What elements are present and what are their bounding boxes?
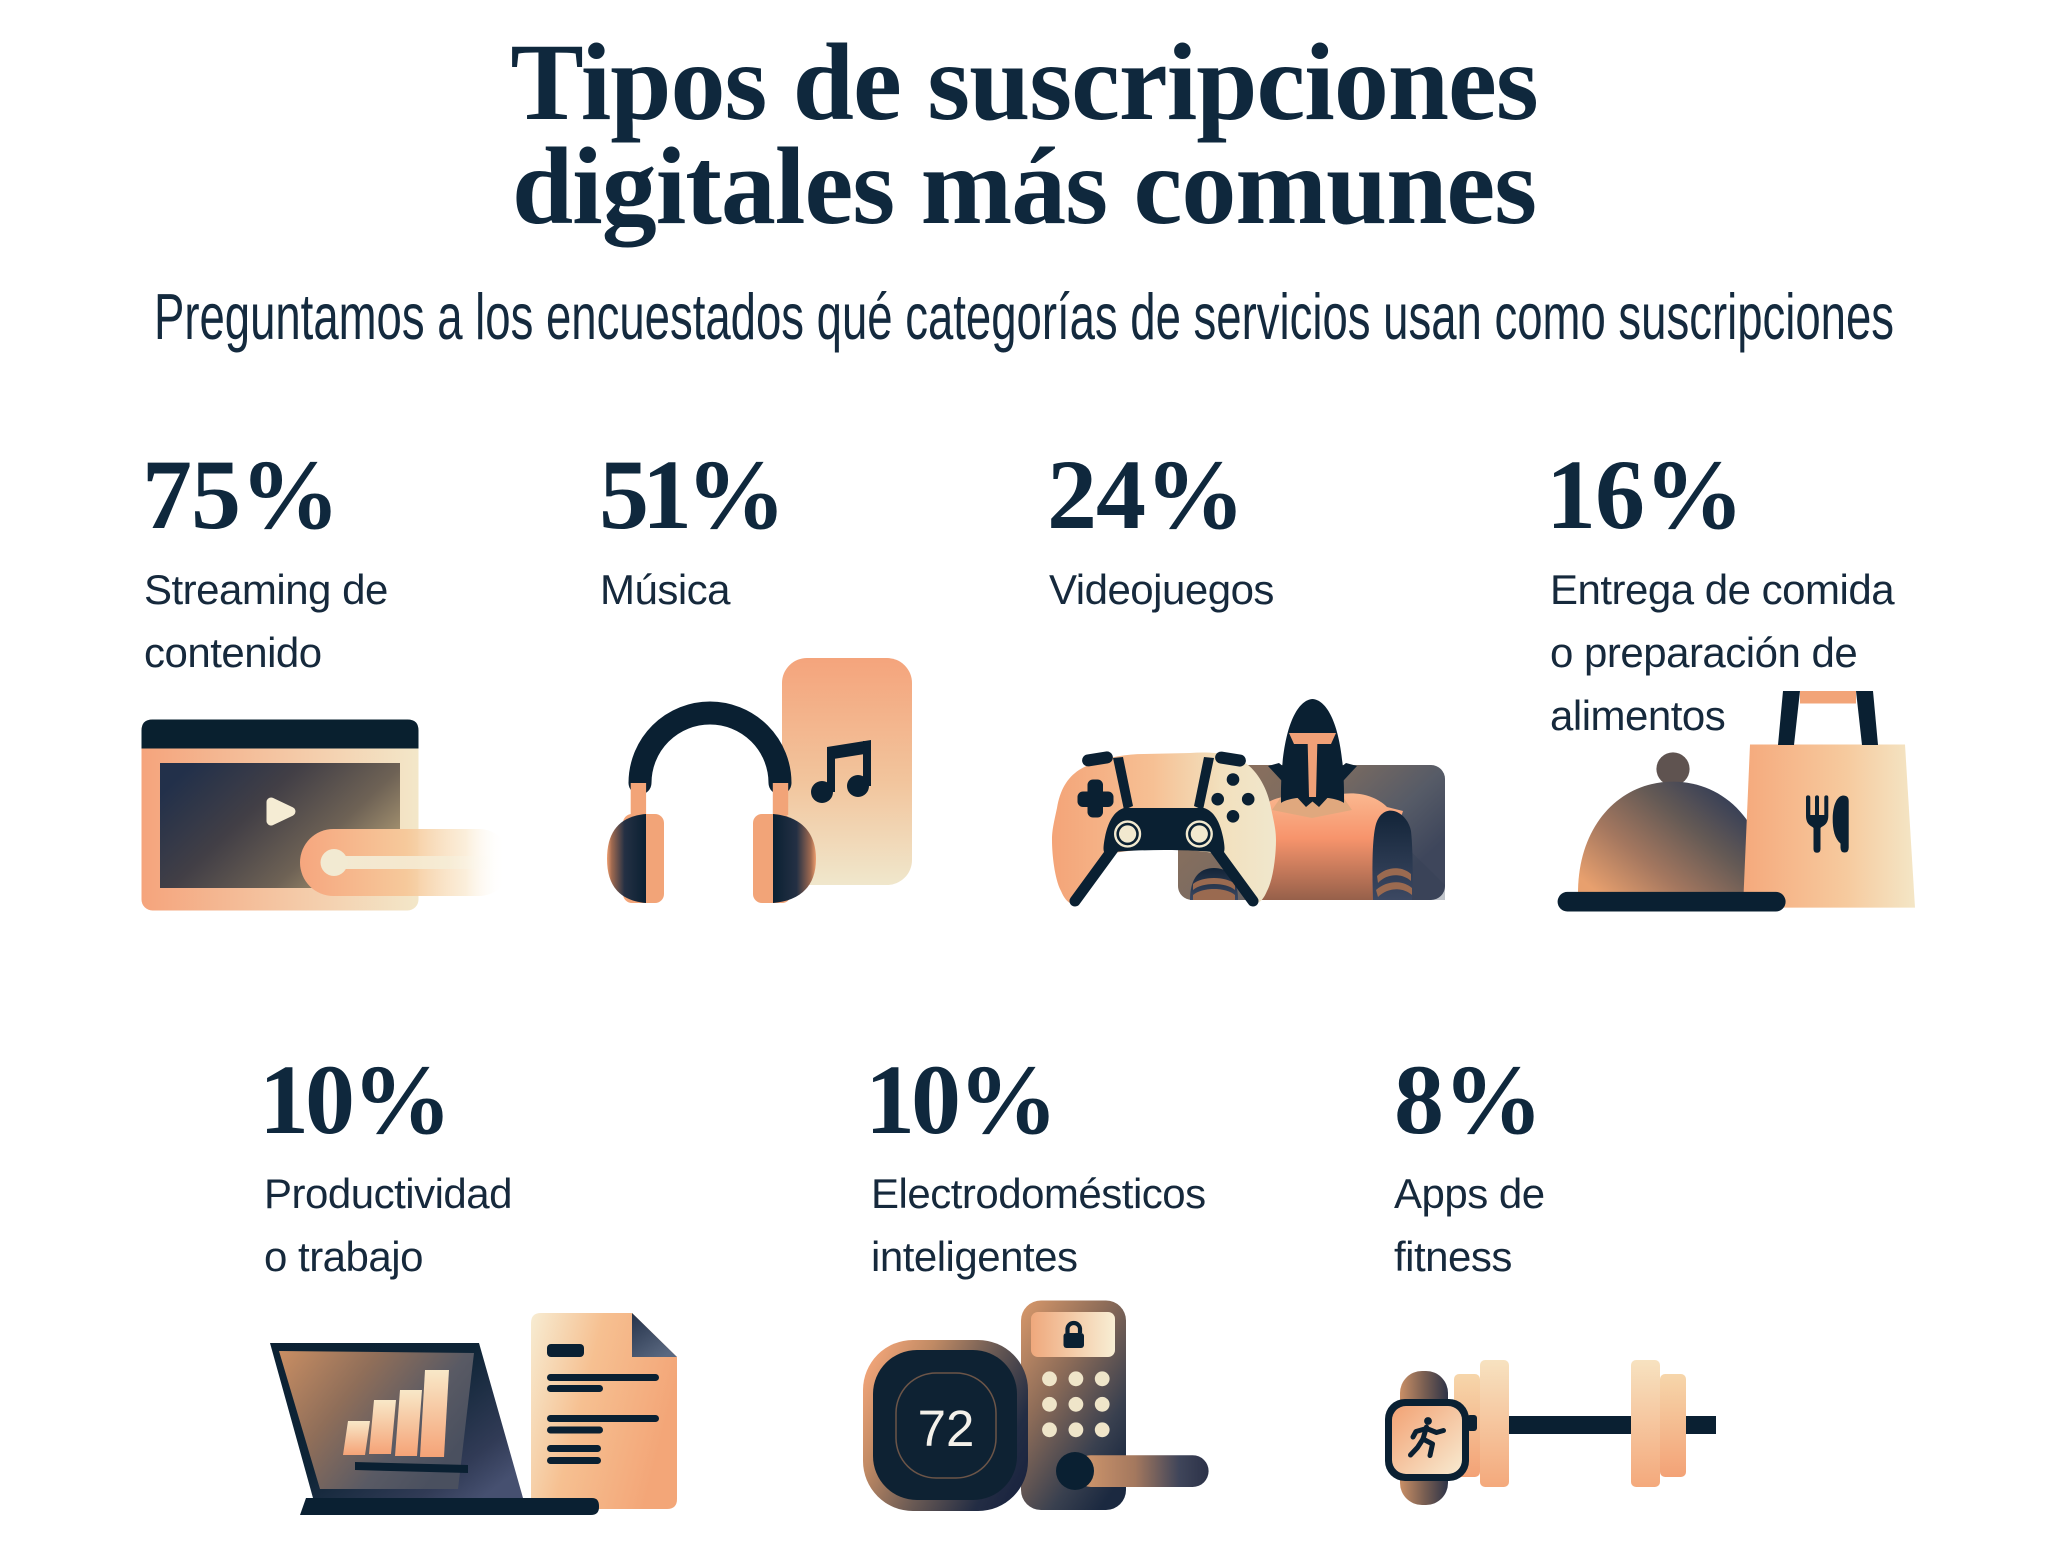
svg-text:72: 72 [918,1400,975,1457]
